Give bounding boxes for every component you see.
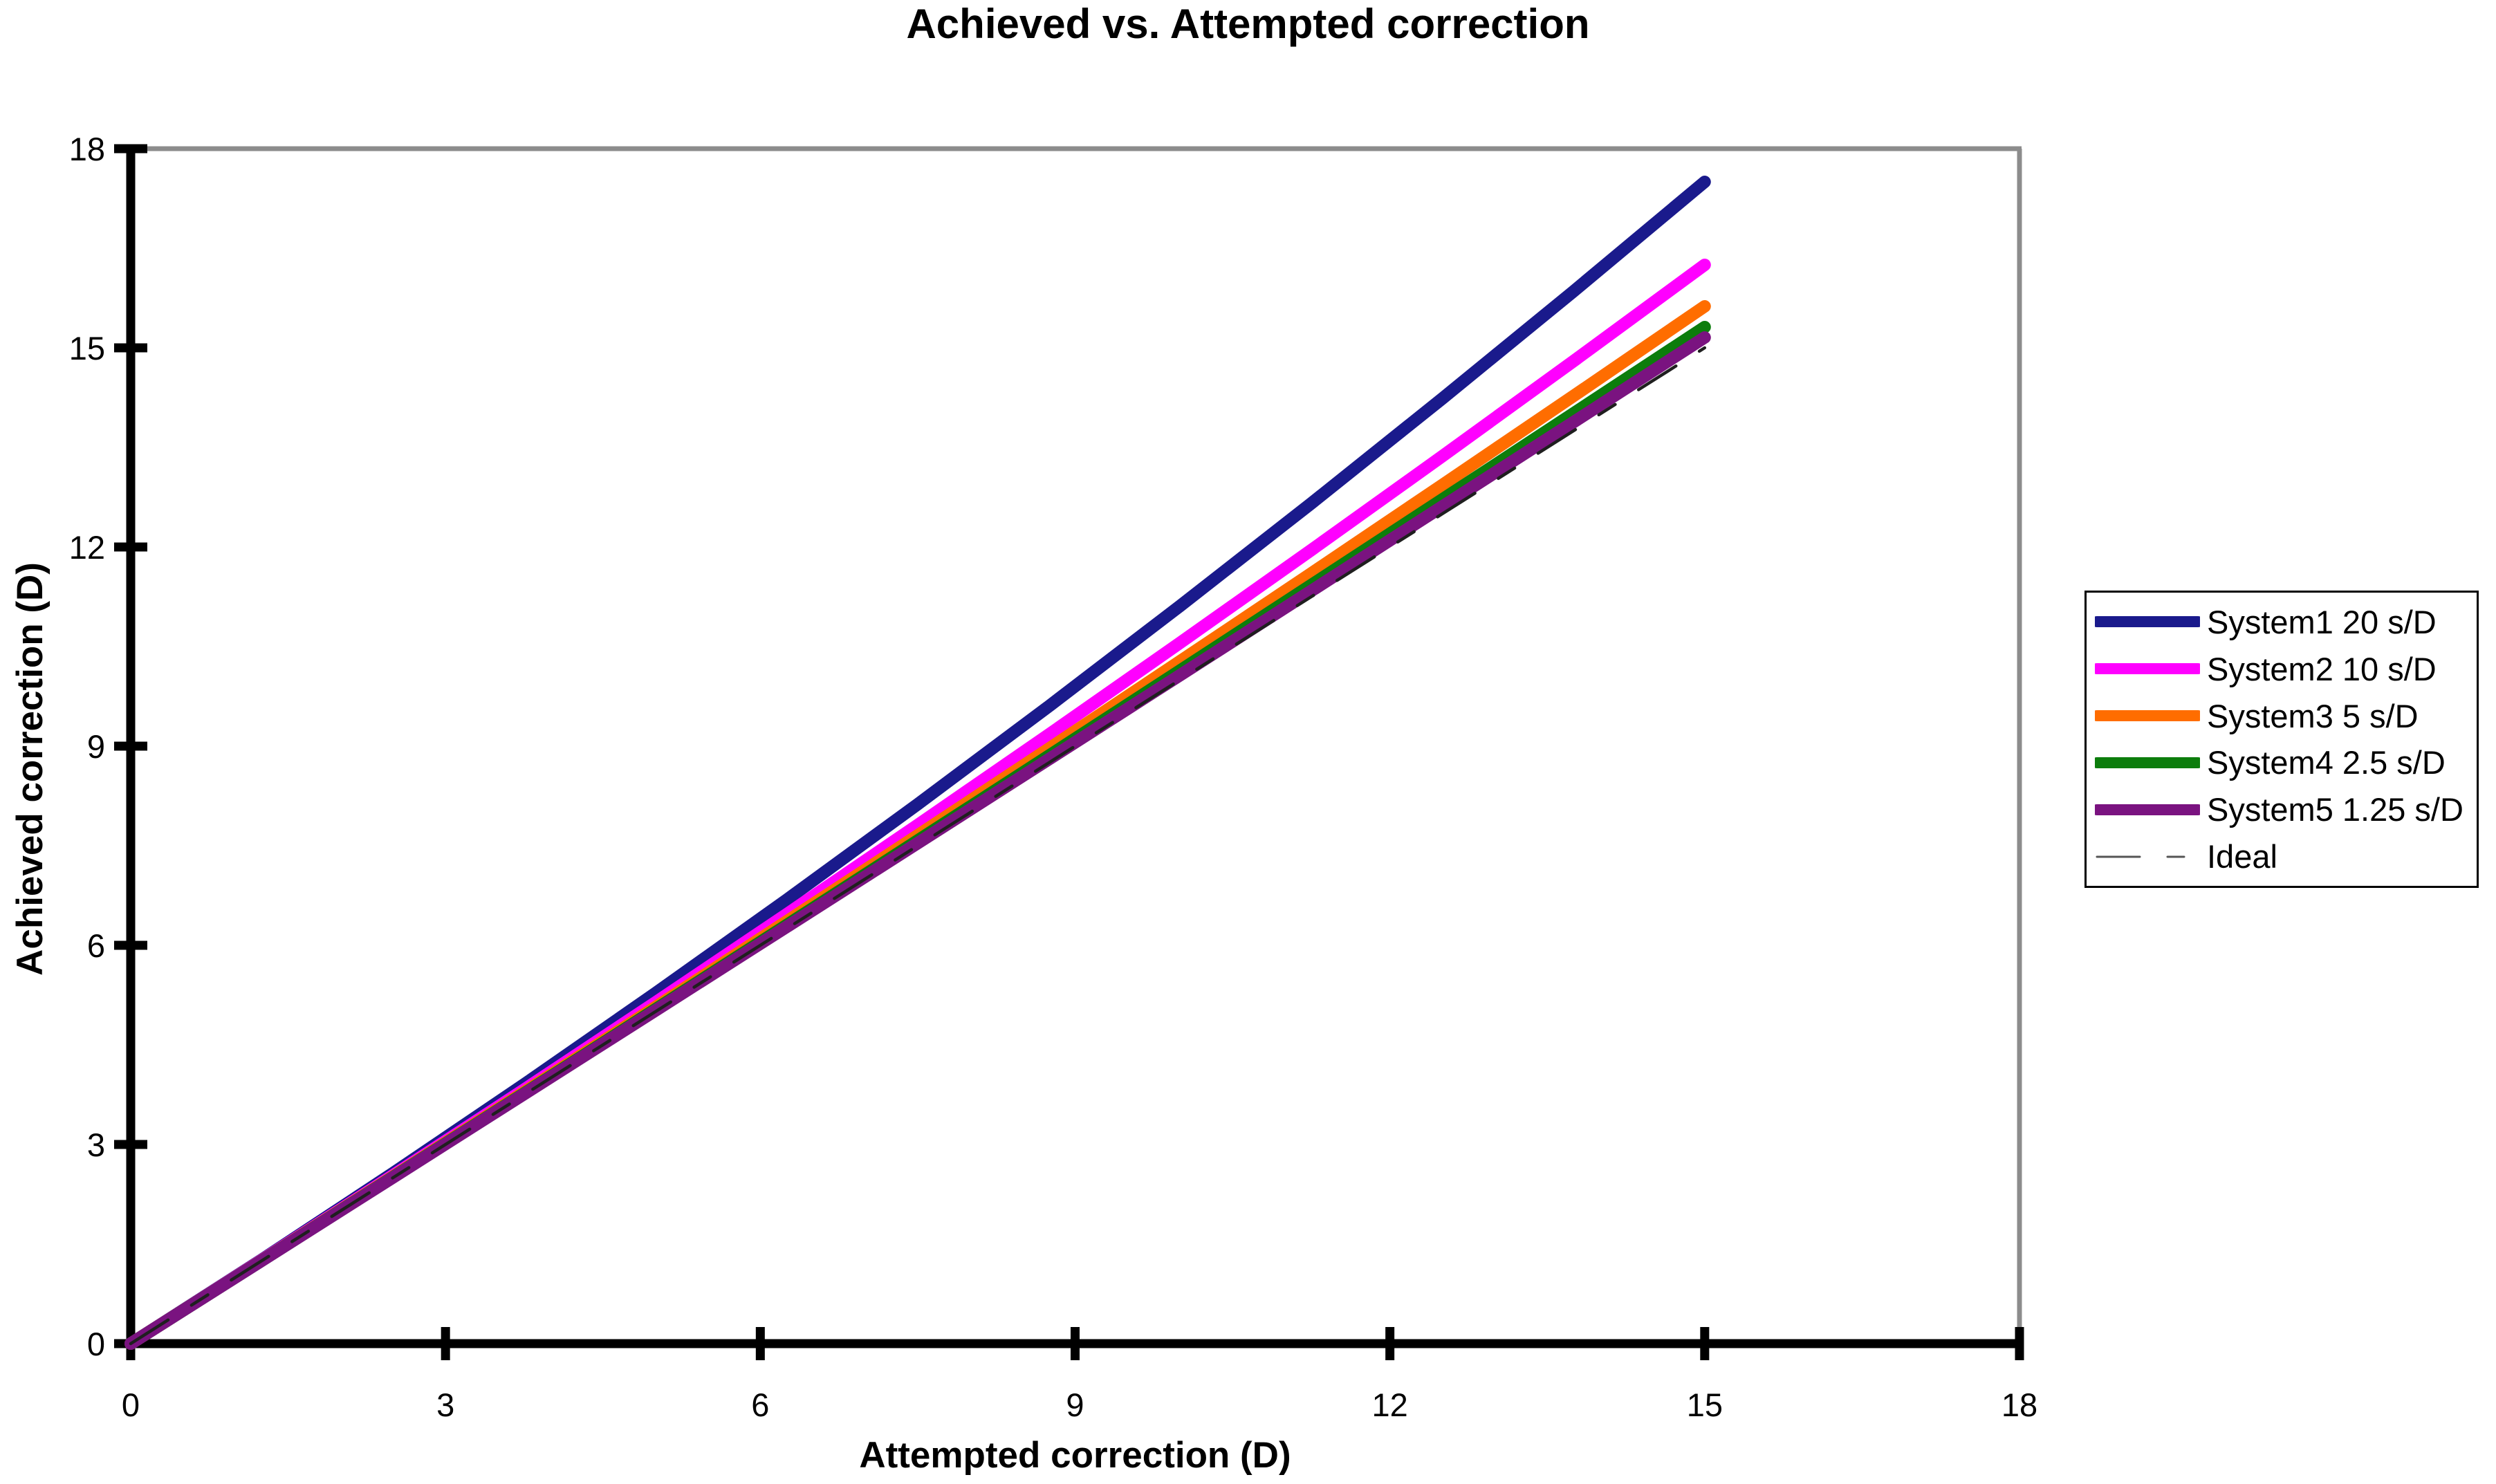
legend-item-system2-10-s-d: System2 10 s/D (2095, 650, 2472, 688)
series-line-ideal (129, 346, 1707, 1346)
legend-label: System1 20 s/D (2207, 603, 2437, 640)
chart-title: Achieved vs. Attempted correction (906, 1, 1590, 47)
y-tick-label-3: 3 (87, 1126, 105, 1163)
legend-swatch-ideal-icon (2096, 855, 2199, 858)
x-tick-label-12: 12 (1372, 1386, 1408, 1423)
legend-item-system3-5-s-d: System3 5 s/D (2095, 697, 2472, 735)
legend-item-system1-20-s-d: System1 20 s/D (2095, 603, 2472, 641)
legend-item-ideal: Ideal (2095, 837, 2472, 875)
x-tick-label-18: 18 (2002, 1386, 2037, 1423)
y-axis-title: Achieved correction (D) (10, 562, 50, 976)
x-tick-label-6: 6 (751, 1386, 769, 1423)
x-tick-label-0: 0 (122, 1386, 140, 1423)
x-tick-label-15: 15 (1687, 1386, 1723, 1423)
legend-swatch-system1-20-s-d-icon (2095, 616, 2200, 628)
legend-label: System5 1.25 s/D (2207, 791, 2463, 828)
legend-label: System2 10 s/D (2207, 650, 2437, 687)
series-line-system1-20-s-d (124, 176, 1711, 1350)
legend-item-system5-1-25-s-d: System5 1.25 s/D (2095, 790, 2472, 828)
x-tick-label-9: 9 (1066, 1386, 1084, 1423)
y-tick-label-6: 6 (87, 927, 105, 964)
y-tick-label-18: 18 (69, 131, 105, 167)
legend-label: System4 2.5 s/D (2207, 744, 2446, 781)
legend-swatch-system4-2-5-s-d-icon (2095, 757, 2200, 768)
legend-swatch-system2-10-s-d-icon (2095, 663, 2200, 675)
legend-label: System3 5 s/D (2207, 697, 2419, 734)
y-tick-label-9: 9 (87, 728, 105, 765)
legend-swatch-system3-5-s-d-icon (2095, 710, 2200, 722)
x-tick-label-3: 3 (436, 1386, 454, 1423)
legend-item-system4-2-5-s-d: System4 2.5 s/D (2095, 743, 2472, 781)
x-axis-title: Attempted correction (D) (859, 1435, 1291, 1476)
legend-swatch-system5-1-25-s-d-icon (2095, 804, 2200, 815)
legend: System1 20 s/D System2 10 s/D System3 5 s/… (2084, 591, 2479, 888)
y-tick-label-15: 15 (69, 330, 105, 367)
y-tick-label-12: 12 (69, 529, 105, 566)
y-tick-label-0: 0 (87, 1326, 105, 1362)
legend-label: Ideal (2207, 838, 2277, 875)
